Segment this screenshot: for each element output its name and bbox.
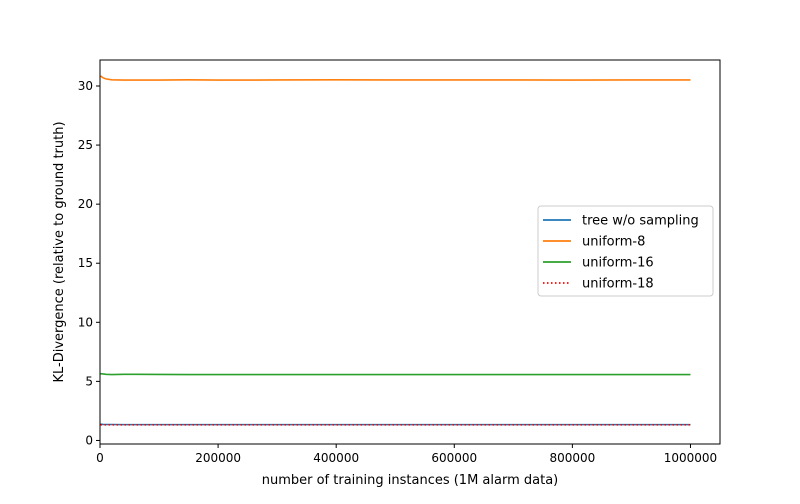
legend-label: tree w/o sampling xyxy=(582,214,699,229)
y-axis-label: KL-Divergence (relative to ground truth) xyxy=(52,121,67,382)
legend: tree w/o sampling uniform-8 uniform-16 unif… xyxy=(538,206,713,296)
x-tick-label: 1000000 xyxy=(664,451,717,465)
y-tick-label: 0 xyxy=(85,433,93,447)
x-axis-label: number of training instances (1M alarm d… xyxy=(262,473,559,488)
x-tick-label: 0 xyxy=(96,451,104,465)
x-tick-label: 600000 xyxy=(431,451,477,465)
y-tick-label: 20 xyxy=(78,197,93,211)
x-tick-label: 800000 xyxy=(549,451,595,465)
x-tick-label: 400000 xyxy=(313,451,359,465)
x-tick-label: 200000 xyxy=(195,451,241,465)
y-tick-label: 10 xyxy=(78,315,93,329)
legend-label: uniform-16 xyxy=(582,256,654,271)
legend-label: uniform-18 xyxy=(582,277,654,292)
y-tick-label: 5 xyxy=(85,374,93,388)
y-tick-label: 25 xyxy=(78,138,93,152)
y-tick-label: 30 xyxy=(78,79,93,93)
series-line-uniform-16 xyxy=(101,374,691,375)
y-tick-label: 15 xyxy=(78,256,93,270)
legend-label: uniform-8 xyxy=(582,235,645,250)
